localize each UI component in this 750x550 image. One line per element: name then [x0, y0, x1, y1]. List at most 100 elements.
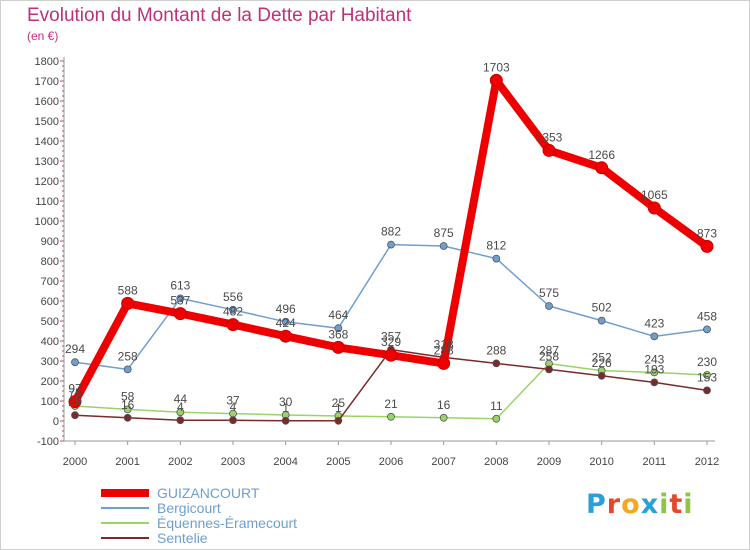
data-point [176, 294, 185, 303]
y-tick-label: 300 [41, 356, 59, 368]
data-label: 464 [328, 308, 348, 322]
data-point [71, 411, 79, 420]
logo-letter: x [640, 489, 660, 520]
data-point [545, 365, 553, 374]
data-label: 556 [223, 290, 243, 304]
data-label: 873 [697, 226, 717, 240]
data-point [492, 254, 501, 263]
data-label: 193 [644, 362, 664, 376]
data-label: 1353 [536, 130, 563, 144]
x-tick-label: 2004 [273, 456, 297, 468]
x-tick-label: 2008 [484, 456, 508, 468]
data-label: 16 [437, 398, 451, 412]
data-label: 423 [644, 316, 664, 330]
data-label: 496 [276, 302, 296, 316]
y-tick-label: 0 [53, 416, 59, 428]
data-point [545, 302, 553, 310]
data-label: 16 [121, 398, 135, 412]
x-tick-label: 2006 [379, 456, 403, 468]
data-label: 25 [332, 396, 346, 410]
data-label: 1703 [483, 60, 510, 74]
data-label: 329 [381, 335, 401, 349]
data-label: 288 [486, 343, 506, 357]
data-label: 588 [118, 283, 138, 297]
data-label: 153 [697, 370, 717, 384]
data-label: 537 [170, 294, 190, 308]
data-point [492, 359, 501, 368]
legend-label: Équennes-Éramecourt [157, 515, 297, 531]
data-label: 1266 [588, 148, 615, 162]
data-point [334, 324, 343, 333]
data-point [489, 73, 503, 87]
data-label: 4 [177, 400, 184, 414]
data-label: 357 [381, 330, 401, 344]
data-point [650, 378, 659, 387]
logo-letter: i [659, 489, 670, 520]
data-label: 29 [68, 395, 82, 409]
data-label: 30 [279, 395, 293, 409]
y-tick-label: 400 [41, 336, 59, 348]
proxiti-logo: Proxiti [586, 489, 694, 520]
data-label: 243 [644, 352, 664, 366]
logo-letter: P [586, 489, 607, 520]
data-label: 11 [490, 399, 503, 413]
data-label: 226 [592, 356, 612, 370]
chart-unit-label: (en €) [27, 29, 59, 43]
legend-label: Bergicourt [157, 500, 221, 516]
data-label: 1 [335, 401, 342, 415]
x-tick-label: 2007 [431, 456, 455, 468]
data-point [71, 358, 79, 367]
data-point [597, 316, 606, 325]
data-label: 288 [434, 343, 454, 357]
data-point [647, 201, 661, 215]
logo-letter: t [669, 489, 684, 520]
data-label: 882 [381, 225, 401, 239]
data-label: 97 [68, 382, 82, 396]
data-label: 294 [65, 342, 85, 356]
data-label: 230 [697, 355, 717, 369]
y-tick-label: 200 [41, 376, 59, 388]
data-point [229, 416, 237, 425]
data-point [650, 368, 659, 377]
x-tick-label: 2003 [221, 456, 245, 468]
data-label: 44 [174, 392, 188, 406]
legend-label: GUIZANCOURT [157, 485, 260, 501]
data-point [595, 161, 609, 175]
data-label: 252 [592, 351, 612, 365]
data-point [281, 416, 290, 425]
y-tick-label: 1800 [35, 56, 59, 68]
data-point [387, 240, 395, 249]
data-label: 424 [276, 316, 296, 330]
data-point [703, 325, 711, 334]
y-tick-label: 1000 [35, 216, 59, 228]
y-tick-label: 900 [41, 236, 59, 248]
data-label: 1 [282, 401, 289, 415]
data-point [387, 412, 395, 421]
y-tick-label: 1600 [35, 96, 59, 108]
data-point [703, 371, 711, 379]
data-label: 875 [434, 226, 454, 240]
data-point [439, 242, 448, 250]
data-point [281, 317, 290, 326]
data-label: 75 [68, 386, 82, 400]
data-point [331, 340, 345, 354]
y-tick-label: 700 [41, 276, 59, 288]
data-label: 58 [121, 389, 135, 403]
data-label: 613 [170, 278, 190, 292]
data-point [68, 395, 82, 409]
data-point [334, 416, 343, 425]
data-label: 258 [118, 349, 138, 363]
data-point [492, 414, 501, 423]
data-label: 458 [697, 309, 717, 323]
y-tick-label: 1300 [35, 156, 59, 168]
y-tick-label: 600 [41, 296, 59, 308]
x-tick-label: 2001 [115, 456, 139, 468]
data-point [597, 371, 606, 380]
data-point [650, 332, 659, 341]
data-point [121, 296, 135, 310]
data-point [176, 416, 185, 425]
x-tick-label: 2011 [643, 456, 667, 468]
logo-letter: r [606, 489, 622, 520]
data-label: 258 [539, 349, 559, 363]
y-tick-label: 800 [41, 256, 59, 268]
